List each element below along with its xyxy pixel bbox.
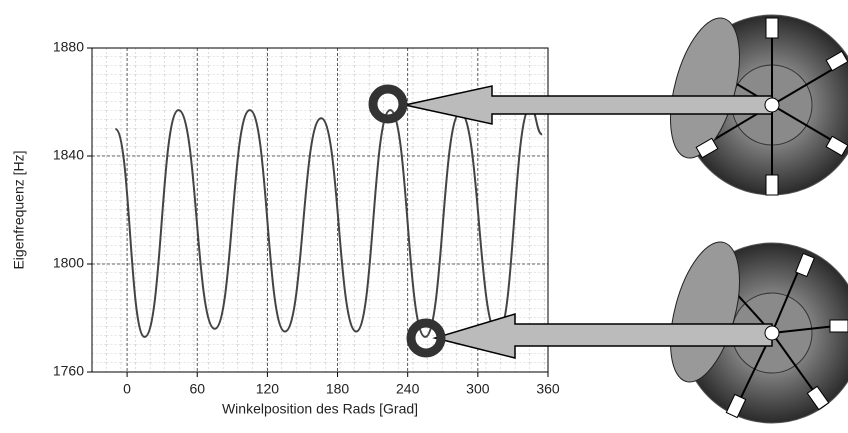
x-tick-label: 300 bbox=[466, 381, 490, 397]
y-tick-label: 1840 bbox=[53, 147, 84, 163]
x-tick-label: 60 bbox=[189, 381, 205, 397]
x-tick-label: 0 bbox=[123, 381, 131, 397]
plot-frame bbox=[91, 47, 549, 373]
y-axis-label: Eigenfrequenz [Hz] bbox=[11, 150, 27, 269]
highlight-ring bbox=[406, 318, 446, 358]
x-axis-label: Winkelposition des Rads [Grad] bbox=[222, 401, 418, 417]
y-tick-label: 1800 bbox=[53, 255, 84, 271]
arrow-top bbox=[404, 85, 780, 125]
y-tick-label: 1880 bbox=[53, 39, 84, 55]
data-line bbox=[114, 106, 543, 338]
x-tick-label: 360 bbox=[536, 381, 560, 397]
y-tick-label: 1760 bbox=[53, 363, 84, 379]
x-tick-label: 240 bbox=[396, 381, 420, 397]
x-tick-label: 120 bbox=[256, 381, 280, 397]
x-tick-label: 180 bbox=[326, 381, 350, 397]
arrow-bottom bbox=[432, 312, 780, 359]
highlight-ring bbox=[368, 84, 408, 124]
